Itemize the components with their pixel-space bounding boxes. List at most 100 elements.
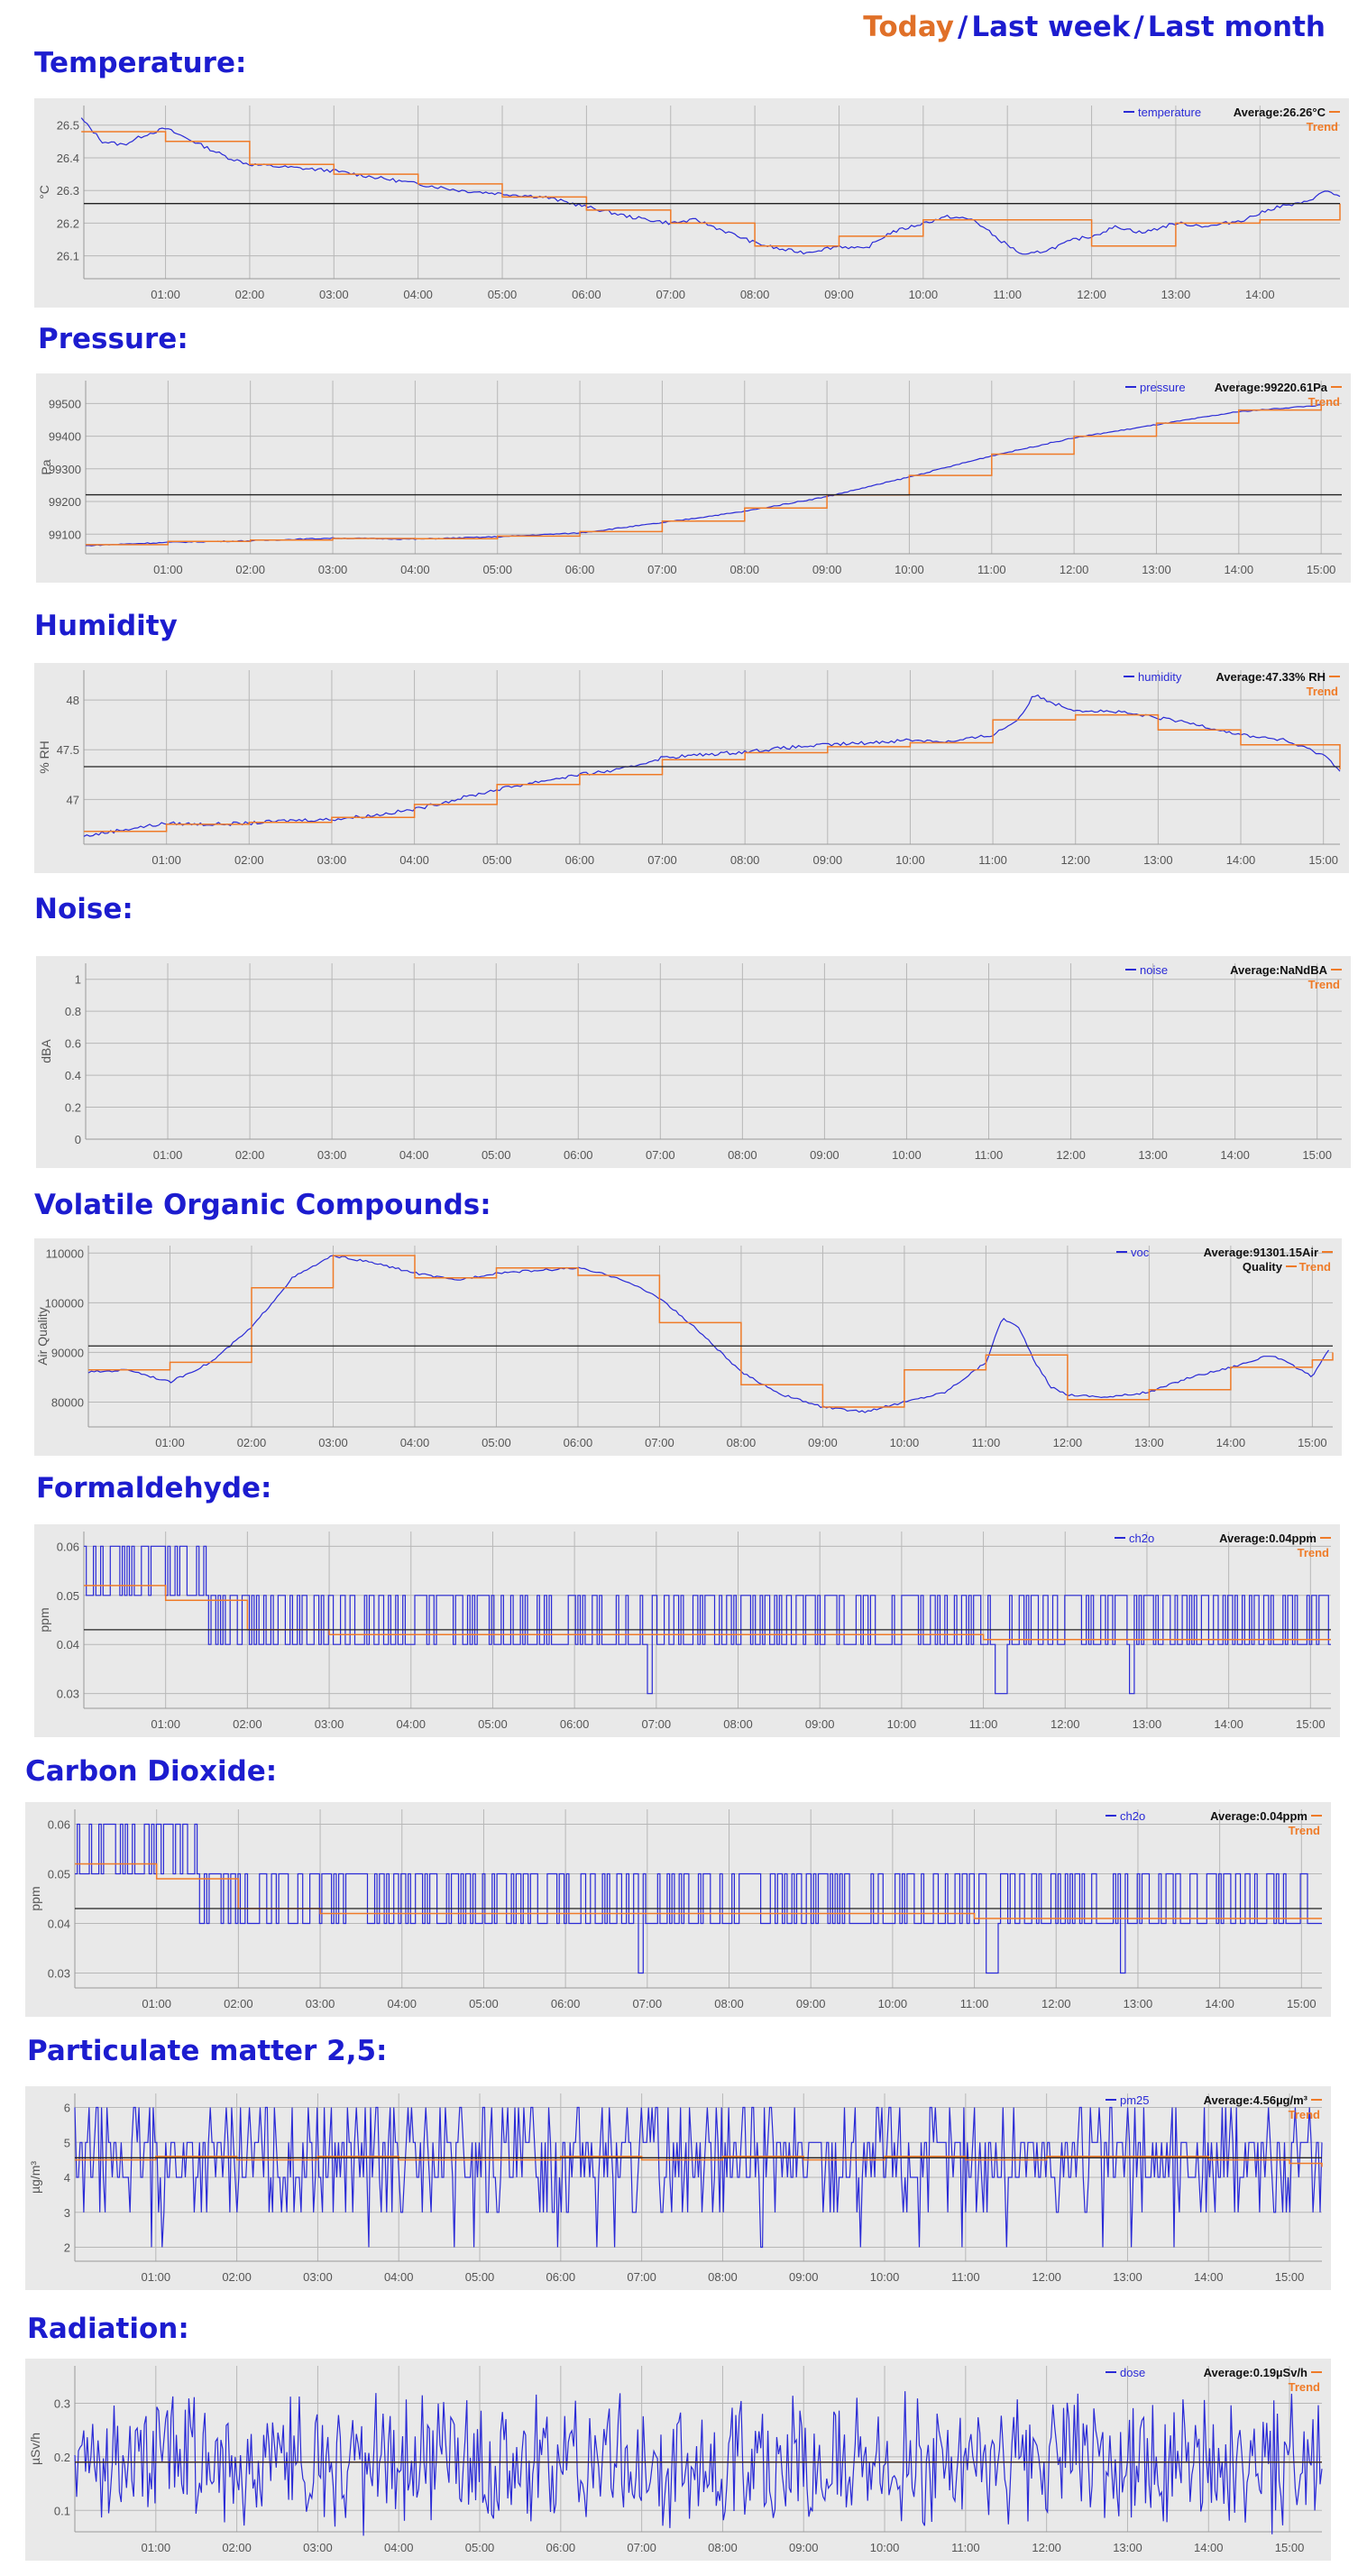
x-tick-label: 06:00 xyxy=(565,563,595,576)
series-line-humidity xyxy=(83,694,1341,837)
temperature-chart[interactable]: 01:00 02:00 03:00 04:00 05:00 06:00 07:00 08:00… xyxy=(34,98,1349,308)
y-tick-label: 0.05 xyxy=(48,1868,70,1881)
x-tick-label: 05:00 xyxy=(482,1148,511,1162)
pm25-chart[interactable]: 01:00 02:00 03:00 04:00 05:00 06:00 07:00 08:00… xyxy=(25,2086,1331,2290)
x-tick-label: 11:00 xyxy=(951,2541,980,2554)
legend-average-label: Average:99220.61Pa xyxy=(1215,381,1328,394)
chart-panel xyxy=(34,663,1349,873)
today-link[interactable]: Today xyxy=(863,11,954,43)
y-tick-label: 0.06 xyxy=(48,1818,70,1832)
y-tick-label: 47.5 xyxy=(57,743,79,757)
x-tick-label: 11:00 xyxy=(951,2270,980,2284)
legend-series-label: ch2o xyxy=(1120,1809,1145,1823)
x-tick-label: 09:00 xyxy=(808,1436,838,1449)
legend-series-label: pressure xyxy=(1140,381,1186,394)
y-axis-label: ppm xyxy=(28,1886,42,1910)
x-tick-label: 11:00 xyxy=(978,853,1007,867)
series-line-voc xyxy=(87,1255,1329,1413)
pressure-chart[interactable]: 01:00 02:00 03:00 04:00 05:00 06:00 07:00 08:00… xyxy=(36,373,1351,583)
x-tick-label: 03:00 xyxy=(318,1436,348,1449)
carbon-dioxide-title: Carbon Dioxide: xyxy=(25,1755,278,1788)
y-tick-label: 80000 xyxy=(51,1395,84,1409)
chart-panel xyxy=(36,373,1351,583)
voc-chart[interactable]: 01:00 02:00 03:00 04:00 05:00 06:00 07:00 08:00… xyxy=(34,1238,1342,1456)
legend-average-label: Average:26.26°C xyxy=(1234,106,1326,119)
x-tick-label: 08:00 xyxy=(729,563,759,576)
x-tick-label: 02:00 xyxy=(234,853,264,867)
y-tick-label: 0.2 xyxy=(54,2451,70,2464)
x-tick-label: 04:00 xyxy=(399,853,429,867)
y-tick-label: 1 xyxy=(75,973,81,987)
x-tick-label: 14:00 xyxy=(1226,853,1256,867)
x-tick-label: 03:00 xyxy=(317,853,347,867)
y-tick-label: 0.05 xyxy=(57,1589,79,1603)
y-tick-label: 0.4 xyxy=(65,1069,81,1082)
x-tick-label: 06:00 xyxy=(551,1997,581,2010)
legend-trend-label: Trend xyxy=(1307,685,1338,698)
legend-series-label: noise xyxy=(1140,963,1168,977)
x-tick-label: 01:00 xyxy=(153,563,183,576)
humidity-chart[interactable]: 01:00 02:00 03:00 04:00 05:00 06:00 07:00 08:00… xyxy=(34,663,1349,873)
y-axis-label: µSv/h xyxy=(28,2433,42,2465)
noise-chart[interactable]: 01:00 02:00 03:00 04:00 05:00 06:00 07:00 08:00… xyxy=(36,956,1351,1168)
x-tick-label: 04:00 xyxy=(387,1997,417,2010)
legend-trend-label: Trend xyxy=(1308,978,1340,991)
x-tick-label: 15:00 xyxy=(1275,2270,1305,2284)
x-tick-label: 04:00 xyxy=(400,1436,430,1449)
y-tick-label: 0.03 xyxy=(48,1967,70,1981)
x-tick-label: 03:00 xyxy=(317,1148,347,1162)
radiation-chart[interactable]: 01:00 02:00 03:00 04:00 05:00 06:00 07:00 08:00… xyxy=(25,2359,1331,2561)
x-tick-label: 13:00 xyxy=(1113,2270,1142,2284)
x-tick-label: 01:00 xyxy=(155,1436,185,1449)
x-tick-label: 10:00 xyxy=(895,563,924,576)
x-tick-label: 01:00 xyxy=(142,1997,171,2010)
x-tick-label: 05:00 xyxy=(482,1436,511,1449)
last-month-link[interactable]: Last month xyxy=(1147,11,1326,43)
legend-trend-label: Trend xyxy=(1307,120,1338,133)
y-tick-label: 26.1 xyxy=(57,250,79,263)
x-tick-label: 04:00 xyxy=(384,2270,414,2284)
y-axis-label: Pa xyxy=(39,459,53,474)
x-tick-label: 04:00 xyxy=(399,1148,429,1162)
x-tick-label: 05:00 xyxy=(482,853,512,867)
y-tick-label: 26.3 xyxy=(57,184,79,198)
x-tick-label: 13:00 xyxy=(1143,853,1173,867)
legend-trend-label: Trend xyxy=(1289,1824,1320,1837)
y-axis-label: % RH xyxy=(37,741,51,774)
x-tick-label: 01:00 xyxy=(151,1717,180,1731)
y-tick-label: 6 xyxy=(64,2102,70,2115)
series-line-temperature xyxy=(80,117,1341,255)
y-tick-label: 48 xyxy=(67,694,79,707)
x-tick-label: 07:00 xyxy=(627,2541,656,2554)
x-tick-label: 10:00 xyxy=(895,853,925,867)
y-tick-label: 0 xyxy=(75,1133,81,1146)
x-tick-label: 10:00 xyxy=(892,1148,922,1162)
trend-line xyxy=(86,404,1322,546)
x-tick-label: 10:00 xyxy=(878,1997,908,2010)
y-tick-label: 0.2 xyxy=(65,1101,81,1115)
x-tick-label: 13:00 xyxy=(1161,288,1191,301)
x-tick-label: 08:00 xyxy=(740,288,770,301)
x-tick-label: 15:00 xyxy=(1308,853,1338,867)
x-tick-label: 02:00 xyxy=(233,1717,262,1731)
x-tick-label: 14:00 xyxy=(1194,2270,1224,2284)
y-tick-label: 99500 xyxy=(49,397,81,410)
formaldehyde-chart[interactable]: 01:00 02:00 03:00 04:00 05:00 06:00 07:00 08:00… xyxy=(34,1524,1340,1737)
x-tick-label: 11:00 xyxy=(975,1148,1004,1162)
chart-panel xyxy=(25,2359,1331,2561)
trend-line xyxy=(75,2156,1323,2167)
x-tick-label: 15:00 xyxy=(1302,1148,1332,1162)
y-tick-label: 3 xyxy=(64,2206,70,2220)
carbon-dioxide-chart[interactable]: 01:00 02:00 03:00 04:00 05:00 06:00 07:00 08:00… xyxy=(25,1802,1331,2017)
x-tick-label: 12:00 xyxy=(1056,1148,1086,1162)
x-tick-label: 02:00 xyxy=(222,2541,252,2554)
x-tick-label: 05:00 xyxy=(469,1997,499,2010)
last-week-link[interactable]: Last week xyxy=(971,11,1131,43)
x-tick-label: 11:00 xyxy=(993,288,1022,301)
